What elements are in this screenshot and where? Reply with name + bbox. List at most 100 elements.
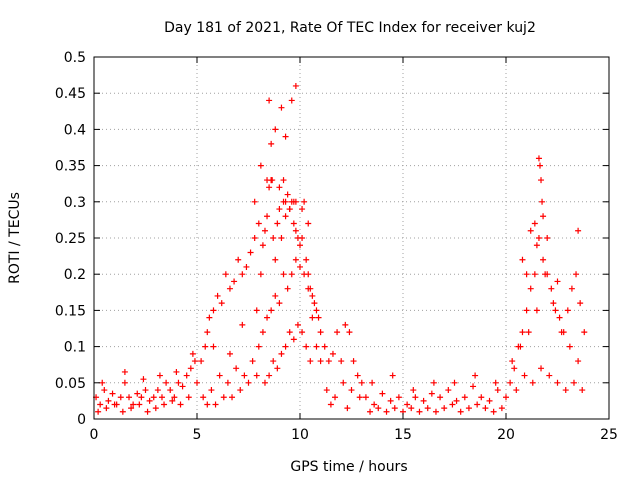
data-point [138, 394, 145, 401]
data-point [482, 405, 489, 412]
data-point [340, 379, 347, 386]
data-point [144, 408, 151, 415]
data-point [183, 372, 190, 379]
data-point [204, 329, 211, 336]
data-point [472, 372, 479, 379]
data-point [356, 394, 363, 401]
data-point [249, 358, 256, 365]
data-point [519, 329, 526, 336]
data-point [255, 343, 262, 350]
data-point [288, 271, 295, 278]
data-point [327, 401, 334, 408]
data-point [278, 235, 285, 241]
data-point [299, 235, 306, 241]
data-point [206, 314, 213, 321]
data-point [226, 285, 233, 292]
data-point [158, 394, 165, 401]
data-point [531, 220, 538, 227]
data-point [533, 242, 540, 249]
data-point [297, 242, 303, 249]
data-point [313, 343, 320, 350]
data-point [305, 285, 312, 292]
data-point [517, 343, 524, 350]
data-point [128, 405, 135, 412]
data-point [117, 394, 124, 401]
data-point [548, 285, 555, 292]
data-point [200, 394, 207, 401]
data-point [264, 213, 271, 220]
data-point [410, 387, 417, 394]
data-point [264, 314, 271, 321]
data-point [449, 401, 456, 408]
data-point [136, 401, 143, 408]
data-point [509, 358, 516, 365]
x-tick-label: 10 [291, 427, 309, 443]
data-point [535, 155, 542, 162]
data-point [140, 376, 147, 383]
data-point [292, 198, 299, 205]
data-point [539, 198, 546, 205]
x-tick-labels: 0 5 10 15 20 25 [90, 427, 618, 443]
data-point [301, 198, 308, 205]
data-point [286, 329, 293, 336]
data-point [441, 405, 448, 412]
y-tick-label: 0.2 [64, 267, 86, 283]
data-point [97, 401, 104, 408]
data-point [297, 263, 303, 270]
data-point [257, 162, 264, 169]
data-point [173, 368, 180, 375]
data-point [301, 271, 308, 278]
data-point [525, 329, 532, 336]
data-point [461, 394, 468, 401]
data-point [313, 307, 320, 314]
data-point [220, 394, 227, 401]
data-point [278, 104, 285, 111]
data-point [284, 191, 291, 198]
data-point [214, 292, 221, 299]
data-point [309, 314, 316, 321]
data-point [288, 97, 295, 104]
data-point [334, 329, 341, 336]
data-point [202, 343, 209, 350]
data-point [247, 249, 254, 256]
data-point [251, 235, 258, 241]
data-point [284, 285, 291, 292]
data-point [527, 285, 534, 292]
data-point [126, 394, 133, 401]
data-point [323, 387, 330, 394]
data-point [348, 387, 355, 394]
data-point [542, 271, 549, 278]
data-point [134, 390, 141, 397]
data-point [251, 198, 258, 205]
data-point [282, 343, 289, 350]
data-point [490, 408, 497, 415]
data-point [185, 394, 192, 401]
data-point [536, 162, 543, 169]
data-point [212, 401, 219, 408]
data-point [109, 390, 116, 397]
data-point [317, 358, 324, 365]
data-point [272, 292, 279, 299]
data-point [130, 401, 137, 408]
data-point [245, 379, 252, 386]
data-point [521, 372, 528, 379]
ticks [93, 56, 610, 420]
data-point [177, 401, 184, 408]
data-point [404, 401, 411, 408]
data-point [367, 408, 374, 415]
data-point [208, 387, 215, 394]
data-point [379, 390, 386, 397]
data-point [369, 379, 376, 386]
x-tick-label: 0 [90, 427, 99, 443]
data-point [276, 206, 283, 213]
data-point [255, 220, 262, 227]
data-point [568, 285, 575, 292]
data-point [156, 372, 163, 379]
data-point [274, 365, 281, 372]
data-point [224, 379, 231, 386]
data-point [552, 307, 559, 314]
data-point [259, 242, 266, 249]
x-tick-label: 25 [600, 427, 618, 443]
data-point [171, 394, 178, 401]
x-tick-label: 20 [497, 427, 515, 443]
